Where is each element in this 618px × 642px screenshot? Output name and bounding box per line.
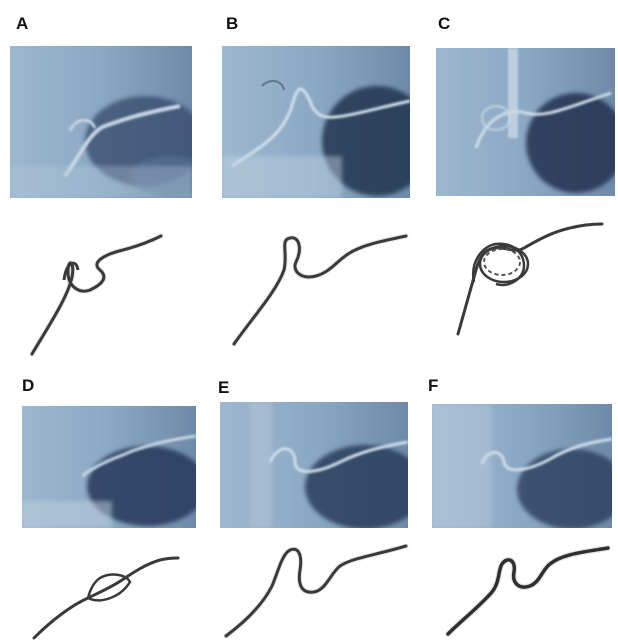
xray-image-b [222,46,410,198]
wire-drawing-f [444,542,610,638]
xray-image-d [22,406,196,528]
panel-label-c: C [438,14,451,33]
panel-label-b: B [226,14,239,33]
wire-drawing-c [452,222,606,340]
panel-label-f: F [428,376,439,395]
xray-image-c [436,48,615,196]
xray-image-a [10,46,192,198]
wire-drawing-b [228,232,410,350]
panel-label-d: D [22,376,35,395]
xray-image-e [220,402,408,528]
wire-drawing-a [28,232,168,358]
panel-label-e: E [218,378,230,397]
xray-image-f [432,404,612,528]
panel-label-a: A [16,14,29,33]
wire-drawing-e [222,542,410,640]
wire-drawing-d [30,554,180,640]
